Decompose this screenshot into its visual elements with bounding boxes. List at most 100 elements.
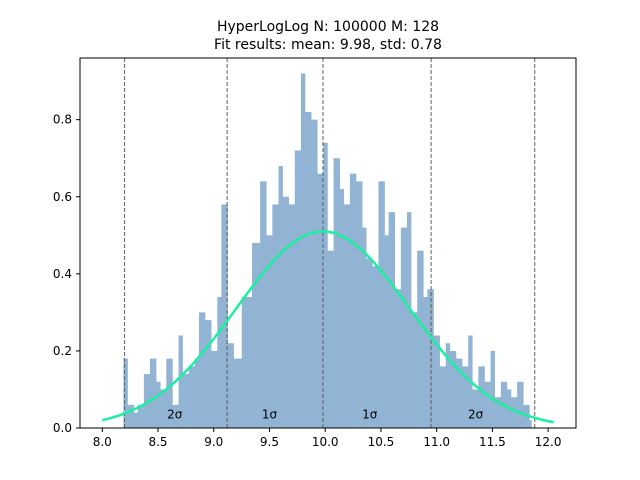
histogram-bar <box>392 212 396 428</box>
histogram-bar <box>178 335 181 428</box>
histogram-bar <box>523 404 526 429</box>
histogram-bar <box>131 404 134 429</box>
histogram-bar <box>168 358 171 429</box>
histogram-bar <box>417 250 420 428</box>
histogram-bar <box>480 366 483 428</box>
histogram-bar <box>264 181 267 428</box>
histogram-bar <box>239 358 243 429</box>
histogram-bar <box>421 250 424 428</box>
histogram-bar <box>186 374 190 428</box>
histogram-bar <box>156 381 159 428</box>
histogram-bar <box>396 289 400 428</box>
histogram-bar <box>376 266 379 429</box>
histogram-bar <box>176 404 179 429</box>
histogram-bar <box>133 412 137 428</box>
histogram-bar <box>247 296 251 428</box>
histogram-bar <box>164 389 167 428</box>
histogram-bar <box>184 374 187 428</box>
histogram-bar <box>400 227 404 428</box>
histogram-bar <box>317 173 320 428</box>
histogram-bar <box>476 389 479 428</box>
histogram-bar <box>219 296 222 428</box>
histogram-bar <box>398 289 402 428</box>
histogram-bar <box>517 381 520 428</box>
histogram-bar <box>431 289 434 428</box>
histogram-bar <box>521 381 524 428</box>
x-tick-label: 8.5 <box>148 435 167 449</box>
histogram-bar <box>229 343 232 428</box>
histogram-bar <box>258 243 261 428</box>
histogram-bar <box>315 119 318 429</box>
histogram-bar <box>437 335 440 428</box>
histogram-bar <box>123 358 126 429</box>
histogram-bar <box>174 404 177 429</box>
histogram-bar <box>205 320 208 428</box>
x-tick-label: 10.0 <box>312 435 339 449</box>
histogram-bar <box>382 181 385 428</box>
histogram-bar <box>386 235 389 428</box>
histogram-bar <box>449 350 453 428</box>
x-tick-label: 11.0 <box>423 435 450 449</box>
histogram-bar <box>211 350 214 428</box>
histogram-bar <box>498 397 502 428</box>
histogram-bar <box>292 204 296 428</box>
histogram-bar <box>172 404 175 429</box>
histogram-bar <box>333 158 336 428</box>
histogram-bar <box>270 235 273 428</box>
histogram-bar <box>284 196 287 428</box>
y-tick-label: 0.6 <box>53 190 72 204</box>
histogram-bar <box>194 358 198 429</box>
histogram-bar <box>139 404 143 429</box>
histogram-bar <box>490 350 493 428</box>
histogram-bar <box>294 150 298 428</box>
x-axis: 8.0 8.5 9.0 9.5 10.0 10.5 11.0 11.5 12.0 <box>93 428 561 449</box>
histogram-bar <box>231 343 234 428</box>
histogram-bar <box>262 181 265 428</box>
histogram-bar <box>504 381 508 428</box>
histogram-bar <box>276 204 279 428</box>
histogram-bar <box>272 204 275 428</box>
histogram-bar <box>331 250 334 428</box>
histogram-bar <box>319 173 322 428</box>
histogram-bar <box>190 366 194 428</box>
histogram-bar <box>360 181 363 428</box>
histogram-bar <box>411 312 414 429</box>
histogram-bar <box>329 250 332 428</box>
histogram-bar <box>311 119 314 429</box>
histogram-bar <box>137 404 141 429</box>
y-tick-label: 0.2 <box>53 344 72 358</box>
histogram-bar <box>129 404 132 429</box>
histogram-bar <box>152 358 155 429</box>
histogram-bar <box>305 111 308 429</box>
histogram-bar <box>378 181 381 428</box>
histogram-bar <box>358 181 361 428</box>
histogram-bar <box>404 227 408 428</box>
sigma-band-label: 2σ <box>468 407 484 421</box>
histogram-bar <box>260 181 263 428</box>
histogram-bar <box>245 296 249 428</box>
histogram-bar <box>268 235 271 428</box>
histogram-bar <box>254 243 257 428</box>
histogram-bar <box>217 296 220 428</box>
histogram-bar <box>364 227 367 428</box>
histogram-bar <box>339 189 343 428</box>
histogram-bars <box>123 73 532 429</box>
sigma-lines <box>124 58 536 428</box>
histogram-bar <box>337 158 340 428</box>
histogram-bar <box>327 250 330 428</box>
histogram-bar <box>170 358 173 429</box>
y-tick-label: 0.4 <box>53 267 72 281</box>
x-tick-label: 9.5 <box>260 435 279 449</box>
histogram-bar <box>125 358 128 429</box>
histogram-bar <box>455 358 459 429</box>
histogram-bar <box>335 158 338 428</box>
chart-title: HyperLogLog N: 100000 M: 128 <box>217 19 439 35</box>
histogram-bar <box>203 312 206 429</box>
histogram-bar <box>160 389 163 428</box>
histogram-bar <box>198 312 202 429</box>
histogram-bar <box>390 212 394 428</box>
histogram-bar <box>529 420 532 428</box>
histogram-bar <box>135 412 139 428</box>
histogram-bar <box>460 358 463 429</box>
